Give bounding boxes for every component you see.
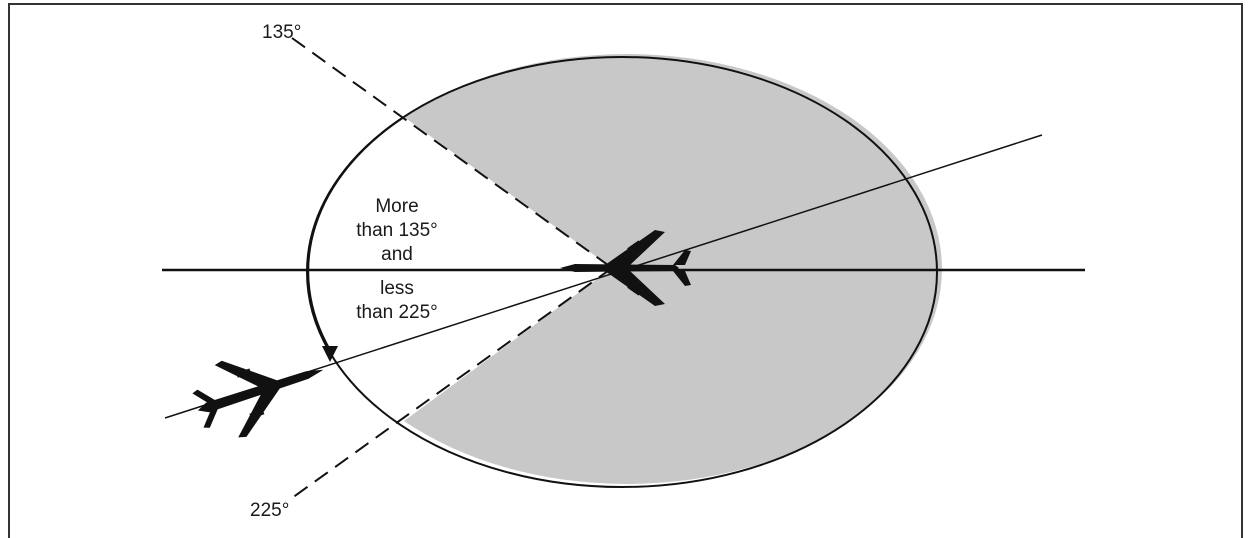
sector-label-line2: than 135° xyxy=(356,220,438,241)
sector-label-line3: and xyxy=(381,244,413,265)
sector-arc-arrow xyxy=(307,116,405,351)
dashed-line-225 xyxy=(291,267,613,499)
zone-outline xyxy=(306,56,938,488)
sector-label-line1: More xyxy=(375,196,418,217)
angle-label-225: 225° xyxy=(250,500,289,521)
airplane-icon xyxy=(560,230,691,306)
angle-label-135: 135° xyxy=(262,22,301,43)
dashed-line-135 xyxy=(291,37,613,269)
arrowhead xyxy=(322,346,338,362)
figure-frame xyxy=(8,3,1243,538)
sector-label-line4: less xyxy=(380,278,414,299)
airplane-icon xyxy=(192,360,324,438)
sector-label-line5: than 225° xyxy=(356,302,438,323)
